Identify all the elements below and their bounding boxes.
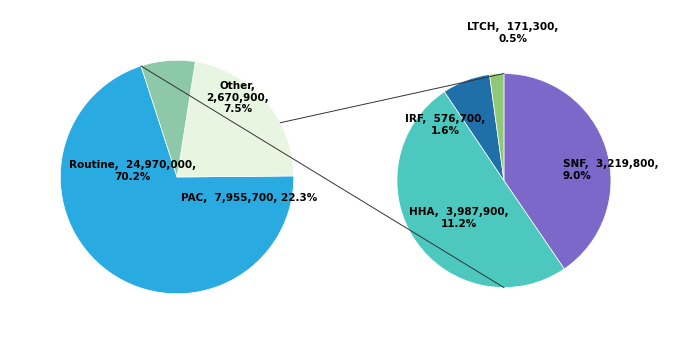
Wedge shape: [141, 60, 195, 177]
Text: IRF,  576,700,
1.6%: IRF, 576,700, 1.6%: [405, 114, 486, 136]
Wedge shape: [504, 74, 611, 269]
Wedge shape: [177, 62, 294, 177]
Text: PAC,  7,955,700, 22.3%: PAC, 7,955,700, 22.3%: [181, 193, 317, 203]
Text: SNF,  3,219,800,
9.0%: SNF, 3,219,800, 9.0%: [563, 159, 659, 181]
Wedge shape: [61, 66, 294, 294]
Wedge shape: [444, 74, 504, 181]
Wedge shape: [490, 74, 504, 181]
Text: Routine,  24,970,000,
70.2%: Routine, 24,970,000, 70.2%: [69, 160, 196, 182]
Text: Other,
2,670,900,
7.5%: Other, 2,670,900, 7.5%: [206, 81, 269, 114]
Text: HHA,  3,987,900,
11.2%: HHA, 3,987,900, 11.2%: [409, 207, 509, 229]
Wedge shape: [397, 92, 565, 287]
Text: LTCH,  171,300,
0.5%: LTCH, 171,300, 0.5%: [466, 22, 558, 44]
